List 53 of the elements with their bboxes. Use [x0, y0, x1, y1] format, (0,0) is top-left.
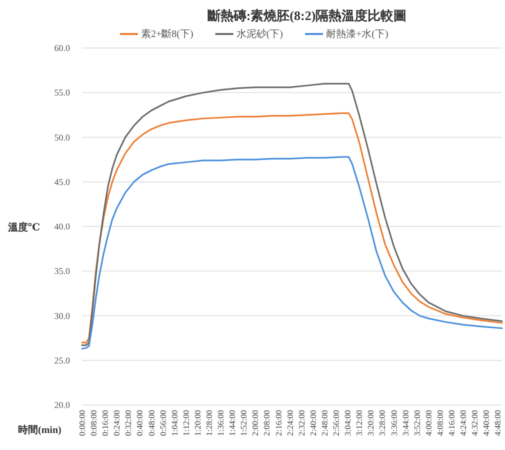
- x-tick-label: 2:40:00: [308, 410, 318, 436]
- x-tick-label: 2:00:00: [250, 410, 260, 436]
- x-tick-label: 1:20:00: [192, 410, 202, 436]
- x-tick-label: 0:32:00: [123, 410, 134, 436]
- y-tick-label: 45.0: [54, 176, 70, 187]
- x-tick-label: 4:24:00: [458, 410, 468, 436]
- x-tick-label: 0:16:00: [100, 410, 110, 436]
- y-tick-label: 55.0: [54, 88, 70, 98]
- x-tick-label: 3:04:00: [342, 410, 353, 436]
- x-tick-label: 1:52:00: [238, 410, 249, 436]
- x-tick-label: 4:40:00: [481, 410, 492, 436]
- x-tick-label: 0:40:00: [134, 410, 145, 436]
- x-tick-label: 3:12:00: [354, 410, 364, 436]
- x-tick-label: 3:52:00: [412, 410, 422, 436]
- x-tick-label: 0:56:00: [158, 410, 168, 436]
- x-tick-label: 1:28:00: [204, 410, 214, 436]
- x-tick-label: 0:08:00: [88, 410, 99, 436]
- x-tick-label: 4:48:00: [492, 410, 503, 436]
- y-axis-title: 溫度℃: [7, 222, 40, 234]
- legend-label: 耐熱漆+水(下): [326, 28, 388, 40]
- y-tick-label: 35.0: [54, 266, 70, 276]
- y-tick-label: 60.0: [54, 43, 70, 53]
- x-tick-label: 2:16:00: [273, 410, 284, 436]
- x-tick-label: 2:32:00: [296, 410, 306, 436]
- x-tick-label: 3:44:00: [400, 410, 410, 436]
- x-tick-label: 3:36:00: [388, 410, 399, 436]
- x-tick-label: 4:00:00: [423, 410, 434, 436]
- y-tick-label: 30.0: [54, 310, 70, 321]
- y-tick-label: 40.0: [54, 222, 70, 232]
- legend-label: 水泥砂(下): [236, 28, 283, 40]
- x-tick-label: 1:04:00: [169, 410, 180, 436]
- x-tick-label: 2:24:00: [284, 410, 295, 436]
- x-tick-label: 4:32:00: [470, 410, 480, 436]
- y-tick-label: 25.0: [54, 355, 70, 366]
- y-tick-label: 20.0: [54, 400, 70, 410]
- x-tick-label: 3:20:00: [366, 410, 376, 436]
- line-series: [81, 156, 503, 350]
- x-axis-title: 時間(min): [18, 424, 62, 436]
- legend-label: 素2+斷8(下): [141, 28, 194, 40]
- y-tick-label: 50.0: [54, 132, 70, 142]
- chart-title: 斷熱磚:素燒胚(8:2)隔熱溫度比較圖: [207, 8, 407, 23]
- x-tick-label: 0:00:00: [77, 410, 87, 436]
- x-tick-label: 1:12:00: [180, 410, 191, 436]
- x-tick-label: 2:48:00: [319, 410, 330, 436]
- x-tick-label: 3:28:00: [377, 410, 388, 436]
- x-tick-label: 2:08:00: [262, 410, 272, 436]
- x-tick-label: 1:44:00: [227, 410, 238, 436]
- x-tick-label: 0:48:00: [146, 410, 156, 436]
- x-tick-label: 2:56:00: [331, 410, 342, 436]
- x-tick-label: 4:16:00: [446, 410, 456, 436]
- x-tick-label: 0:24:00: [112, 410, 122, 436]
- x-tick-label: 1:36:00: [216, 410, 226, 436]
- x-tick-label: 4:08:00: [434, 410, 445, 436]
